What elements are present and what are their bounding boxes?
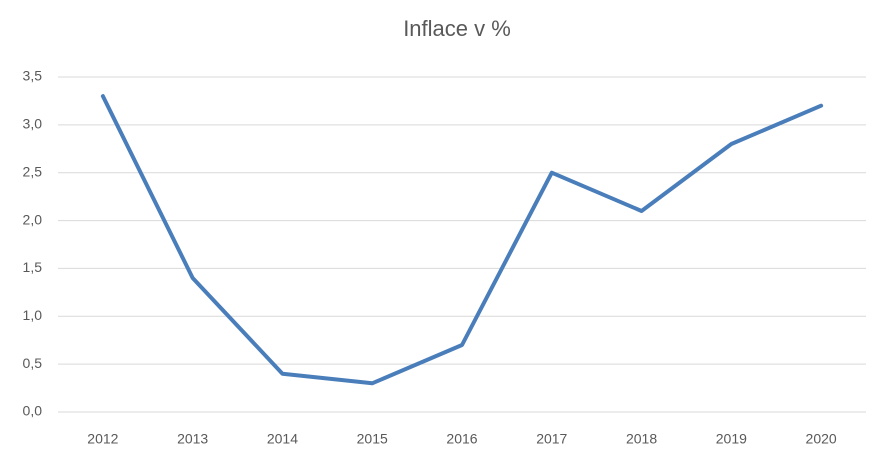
x-tick-label: 2016 — [446, 431, 477, 447]
x-tick-label: 2019 — [716, 431, 747, 447]
y-tick-label: 2,5 — [23, 163, 43, 179]
x-tick-label: 2014 — [267, 431, 298, 447]
x-tick-label: 2015 — [357, 431, 388, 447]
y-tick-label: 3,5 — [23, 68, 43, 84]
y-tick-label: 0,0 — [23, 403, 43, 419]
y-tick-label: 3,0 — [23, 116, 43, 132]
x-tick-label: 2012 — [87, 431, 118, 447]
y-tick-label: 2,0 — [23, 211, 43, 227]
x-tick-label: 2013 — [177, 431, 208, 447]
y-tick-label: 1,0 — [23, 307, 43, 323]
x-tick-label: 2020 — [806, 431, 837, 447]
y-tick-label: 1,5 — [23, 259, 43, 275]
y-tick-label: 0,5 — [23, 355, 43, 371]
chart-title: Inflace v % — [403, 16, 511, 41]
x-tick-label: 2017 — [536, 431, 567, 447]
data-line — [100, 94, 824, 386]
x-tick-label: 2018 — [626, 431, 657, 447]
